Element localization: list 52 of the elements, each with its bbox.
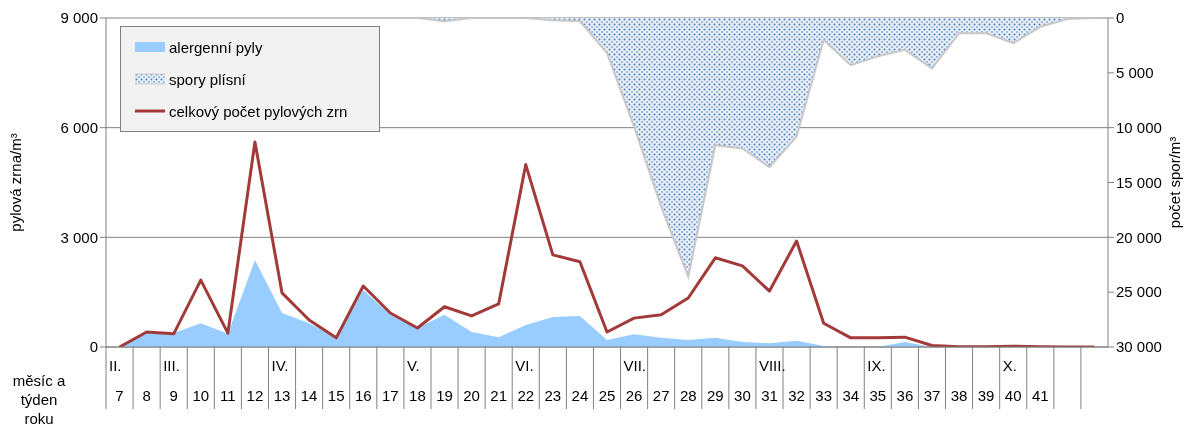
x-tick-label: 16: [354, 387, 372, 404]
legend-label: spory plísní: [169, 70, 246, 88]
x-tick-label: 30: [734, 387, 751, 404]
x-tick-label: 15: [327, 387, 345, 404]
x-tick-label: 21: [490, 387, 508, 404]
x-tick-label: V. 18: [406, 357, 426, 404]
x-tick-label: 10: [192, 387, 210, 404]
y2-tick-label: 30 000: [1116, 338, 1162, 356]
x-tick-label: 34: [842, 387, 860, 404]
x-tick-label: 39: [977, 387, 995, 404]
x-tick-label: 38: [950, 387, 968, 404]
y2-tick-label: 20 000: [1116, 228, 1162, 246]
x-tick-label: VIII. 31: [758, 357, 786, 404]
x-tick-label: VI. 22: [515, 357, 535, 404]
x-tick-label: 33: [815, 387, 832, 404]
x-tick-label: IX. 35: [867, 357, 887, 404]
y-tick-label: 6 000: [60, 118, 98, 136]
x-tick-label: 17: [382, 387, 399, 404]
x-tick-label: VII. 26: [623, 357, 647, 404]
y2-tick-label: 15 000: [1116, 173, 1162, 191]
x-tick-label: II. 7: [109, 357, 124, 404]
x-tick-label: 29: [706, 387, 724, 404]
y2-tick-label: 0: [1116, 9, 1125, 27]
x-tick-label: 11: [220, 387, 236, 404]
y-tick-label: 9 000: [60, 9, 98, 27]
x-tick-label: 41: [1031, 387, 1049, 404]
x-tick-label: 19: [436, 387, 453, 404]
text: měsíc a týden roku: [11, 371, 67, 428]
legend-label: alergenní pyly: [169, 38, 263, 56]
y-tick-label: 3 000: [60, 228, 98, 246]
x-tick-label: 28: [679, 387, 697, 404]
x-tick-label: 27: [652, 387, 670, 404]
y-tick-label: 0: [89, 338, 98, 356]
x-tick-label: 37: [923, 387, 941, 404]
x-tick-label: 14: [300, 387, 318, 404]
y-axis-title: pylová zrna/m³: [7, 133, 25, 232]
x-tick-label: 32: [788, 387, 805, 404]
y2-tick-label: 10 000: [1116, 118, 1162, 136]
legend-label: celkový počet pylových zrn: [169, 102, 348, 120]
x-tick-label: 20: [463, 387, 480, 404]
x-tick-label: III. 9: [163, 357, 180, 404]
x-tick-label: IV. 13: [271, 357, 291, 404]
y2-axis-title: počet spor/m³: [1166, 136, 1183, 229]
y2-tick-label: 5 000: [1116, 64, 1154, 82]
y2-tick-label: 25 000: [1116, 283, 1162, 301]
x-tick-label: 25: [598, 387, 616, 404]
x-tick-label: 36: [896, 387, 914, 404]
x-tick-label: 23: [544, 387, 562, 404]
x-tick-label: 12: [246, 387, 264, 404]
x-tick-label: 8: [142, 387, 151, 404]
x-tick-label: X. 40: [1002, 357, 1022, 404]
x-tick-label: 24: [571, 387, 589, 404]
